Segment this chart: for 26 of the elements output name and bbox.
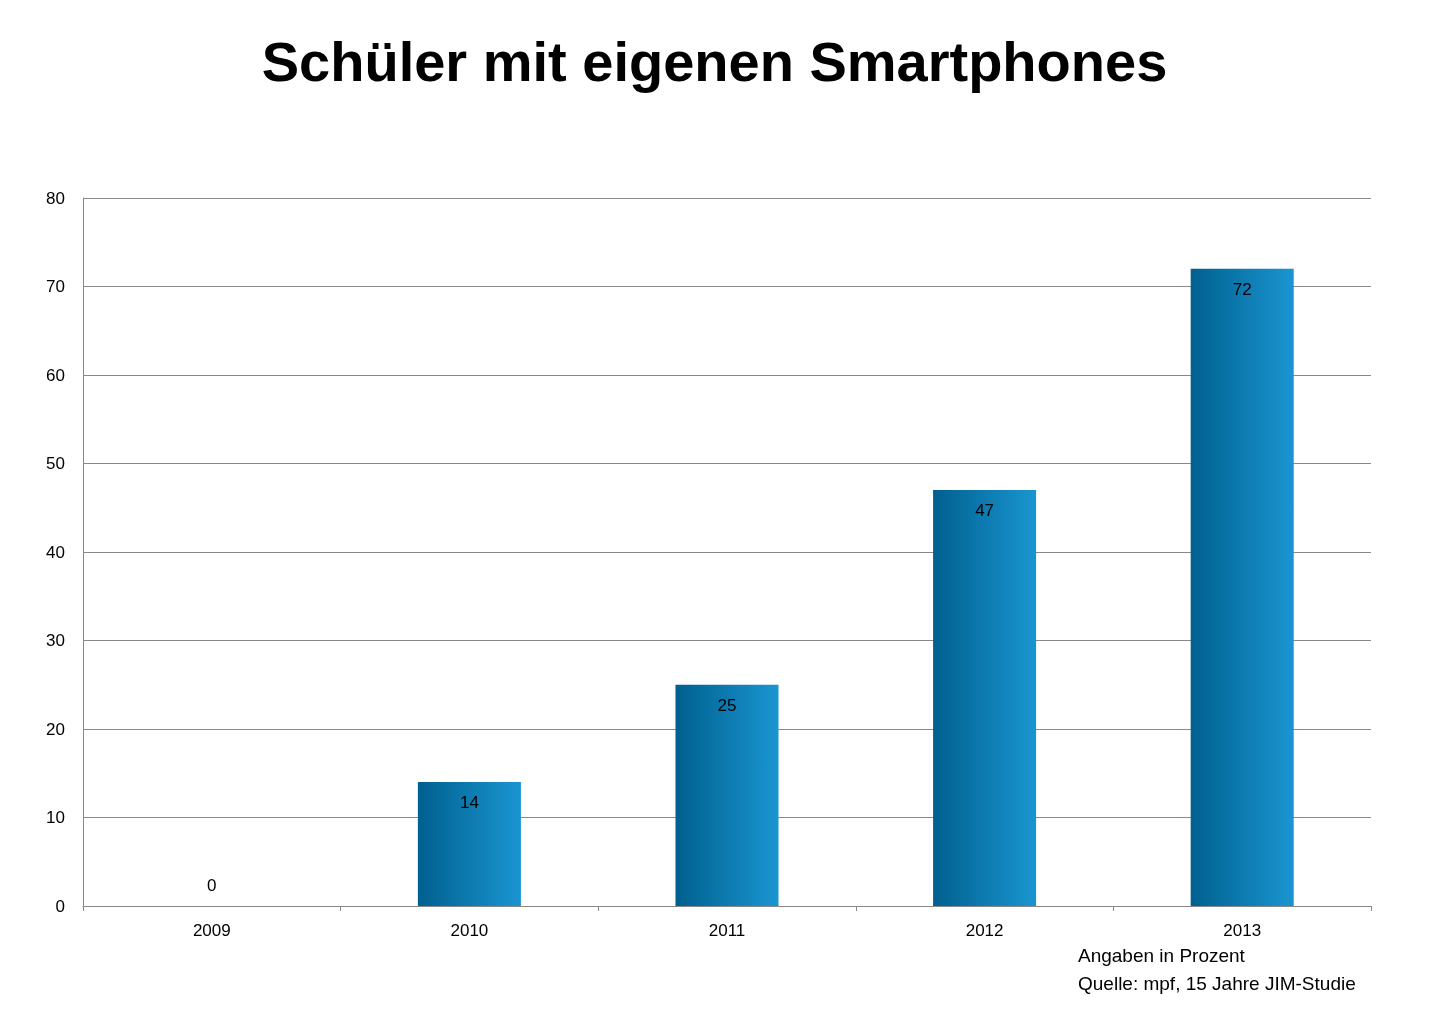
bar [933,490,1037,906]
y-tick-label: 30 [46,631,65,650]
x-tick-label: 2009 [192,921,231,940]
data-label: 72 [1232,279,1252,299]
data-label: 47 [975,501,995,521]
bar [417,782,521,906]
x-tick-label: 2013 [1223,921,1262,940]
source-note: Quelle: mpf, 15 Jahre JIM-Studie [1078,973,1356,994]
y-tick-label: 40 [46,542,65,562]
y-tick-label: 70 [46,277,65,296]
y-tick-label: 80 [46,188,65,208]
chart-title: Schüler mit eigenen Smartphones [261,29,1168,93]
bar [675,684,779,906]
data-label: 25 [717,695,737,715]
y-tick-label: 0 [55,896,65,916]
x-tick-label: 2012 [965,921,1004,940]
text: Angaben in Prozent [1078,945,1246,966]
data-label: 0 [207,876,217,895]
data-label: 14 [459,793,479,813]
bar [1190,268,1294,906]
x-tick-label: 2010 [450,921,489,940]
y-tick-label: 50 [46,454,65,473]
y-tick-label: 60 [46,365,65,385]
y-tick-label: 20 [46,719,65,739]
x-tick-label: 2011 [708,921,746,940]
y-tick-label: 10 [46,808,65,827]
